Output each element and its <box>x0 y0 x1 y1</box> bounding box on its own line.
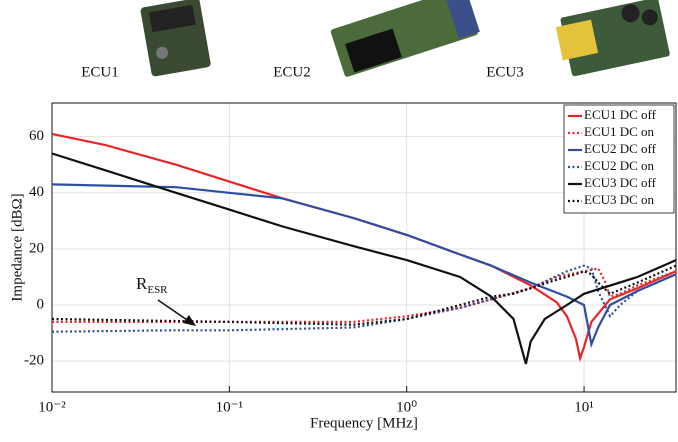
ecu-photos <box>140 0 670 78</box>
legend-label: ECU2 DC on <box>584 158 655 173</box>
x-tick-label: 10⁻¹ <box>216 399 243 415</box>
legend-label: ECU1 DC on <box>584 124 655 139</box>
y-axis-label: Impedance [dBΩ] <box>9 193 25 301</box>
y-tick-label: 40 <box>29 184 44 200</box>
y-tick-label: 60 <box>29 128 44 144</box>
y-tick-label: 20 <box>29 240 44 256</box>
annotation: RESR <box>136 274 168 296</box>
x-tick-label: 10¹ <box>574 399 594 415</box>
legend-label: ECU2 DC off <box>584 141 657 156</box>
legend-label: ECU3 DC on <box>584 192 655 207</box>
chart: ECU1 ECU2 ECU3 -20 0 20 40 60 10⁻² 10⁻¹ 10⁰ 10¹ F… <box>0 0 678 437</box>
ecu-label: ECU3 <box>486 64 524 80</box>
y-tick-label: 0 <box>37 296 45 312</box>
x-tick-label: 10⁻² <box>38 399 66 415</box>
x-tick-label: 10⁰ <box>396 399 417 415</box>
annotation-subscript: ESR <box>147 284 168 296</box>
annotation-arrow <box>158 300 190 322</box>
x-axis-label: Frequency [MHz] <box>310 415 418 431</box>
legend-label: ECU1 DC off <box>584 107 657 122</box>
y-tick-label: -20 <box>24 353 44 369</box>
ecu-label: ECU1 <box>81 64 119 80</box>
annotation-arrowhead <box>183 315 196 326</box>
ecu-label: ECU2 <box>273 64 311 80</box>
annotation-text: R <box>136 274 148 293</box>
legend-label: ECU3 DC off <box>584 175 657 190</box>
